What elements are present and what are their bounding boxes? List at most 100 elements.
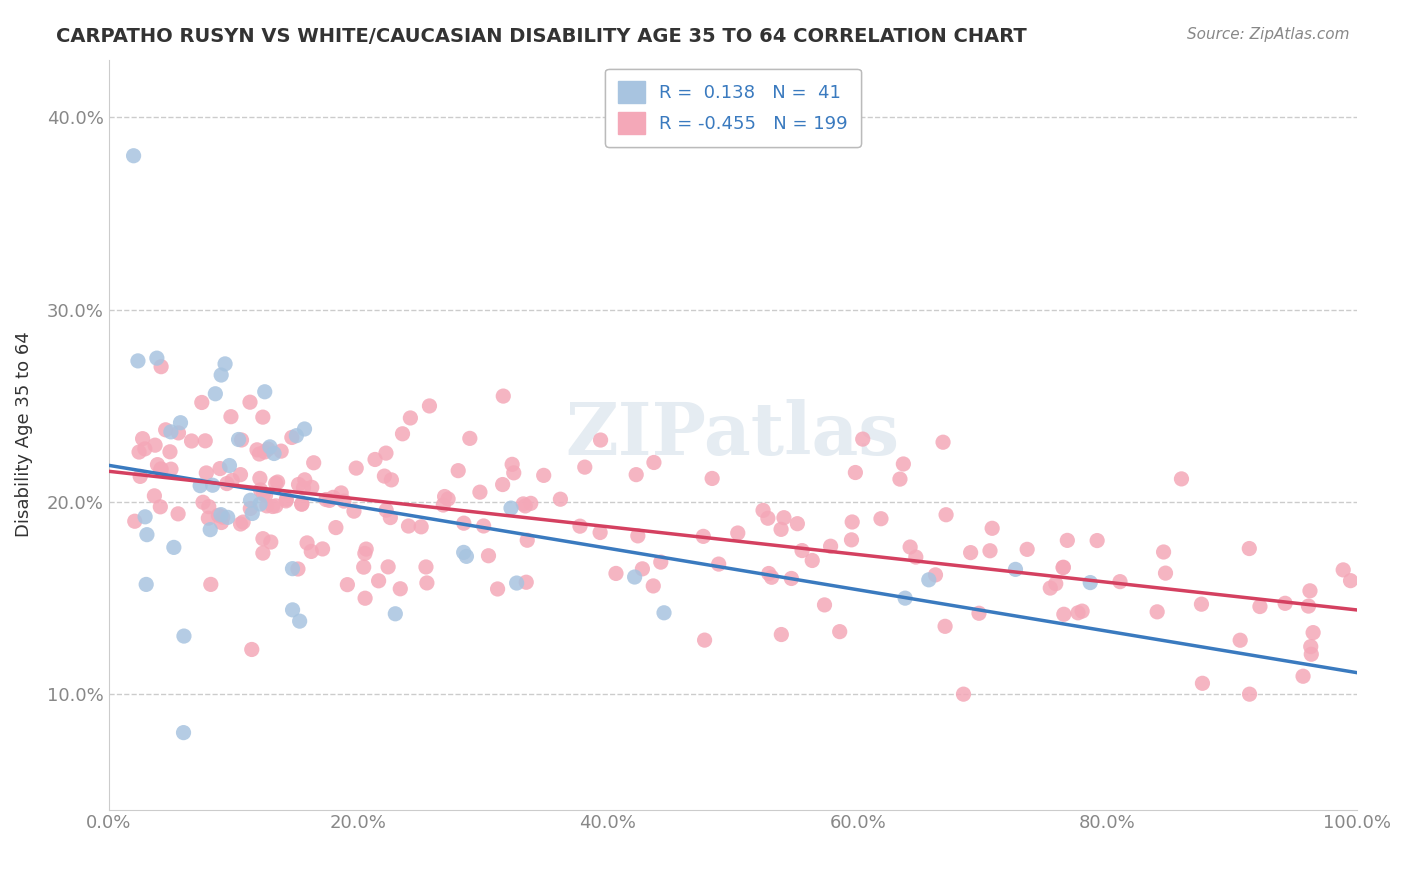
Point — [433, 490, 456, 504]
Point — [1078, 575, 1101, 590]
Point — [228, 433, 250, 447]
Point — [752, 503, 775, 517]
Point — [384, 607, 406, 621]
Point — [281, 430, 304, 444]
Point — [437, 491, 460, 506]
Point — [291, 497, 314, 511]
Point — [889, 472, 911, 486]
Point — [453, 516, 475, 531]
Point — [128, 445, 150, 459]
Point — [149, 463, 172, 477]
Point — [1340, 574, 1362, 588]
Point — [786, 516, 808, 531]
Point — [302, 456, 325, 470]
Point — [1299, 640, 1322, 654]
Point — [492, 389, 515, 403]
Point — [209, 368, 232, 382]
Point — [274, 494, 297, 508]
Point — [801, 553, 824, 567]
Point — [1052, 560, 1074, 574]
Point — [287, 477, 309, 491]
Point — [519, 496, 541, 510]
Point — [215, 476, 238, 491]
Point — [143, 489, 166, 503]
Point — [257, 442, 280, 456]
Point — [1146, 605, 1168, 619]
Text: Source: ZipAtlas.com: Source: ZipAtlas.com — [1187, 27, 1350, 42]
Point — [569, 519, 592, 533]
Point — [893, 457, 915, 471]
Point — [149, 500, 172, 514]
Point — [200, 577, 222, 591]
Point — [285, 428, 308, 442]
Point — [624, 467, 647, 482]
Point — [252, 532, 274, 546]
Point — [136, 527, 159, 541]
Point — [333, 494, 356, 508]
Point — [180, 434, 202, 448]
Point — [979, 543, 1001, 558]
Point — [418, 399, 440, 413]
Point — [652, 606, 675, 620]
Point — [1153, 545, 1175, 559]
Point — [411, 520, 433, 534]
Point — [311, 541, 333, 556]
Point — [501, 458, 523, 472]
Point — [780, 572, 803, 586]
Point — [1239, 541, 1261, 556]
Point — [512, 497, 534, 511]
Point — [163, 541, 186, 555]
Point — [218, 458, 240, 473]
Point — [1085, 533, 1108, 548]
Point — [574, 460, 596, 475]
Point — [1229, 633, 1251, 648]
Point — [375, 503, 398, 517]
Point — [167, 425, 190, 440]
Point — [533, 468, 555, 483]
Point — [315, 492, 337, 507]
Point — [281, 603, 304, 617]
Point — [693, 633, 716, 648]
Point — [239, 501, 262, 516]
Point — [627, 529, 650, 543]
Point — [294, 422, 316, 436]
Point — [1071, 604, 1094, 618]
Point — [259, 440, 281, 454]
Point — [773, 510, 796, 524]
Point — [415, 560, 437, 574]
Point — [820, 539, 842, 553]
Text: CARPATHO RUSYN VS WHITE/CAUCASIAN DISABILITY AGE 35 TO 64 CORRELATION CHART: CARPATHO RUSYN VS WHITE/CAUCASIAN DISABI… — [56, 27, 1026, 45]
Point — [477, 549, 499, 563]
Point — [219, 409, 242, 424]
Point — [247, 447, 270, 461]
Point — [134, 509, 156, 524]
Point — [354, 546, 377, 560]
Point — [301, 480, 323, 494]
Point — [343, 504, 366, 518]
Point — [146, 351, 169, 366]
Point — [790, 543, 813, 558]
Point — [231, 433, 253, 447]
Point — [354, 542, 377, 557]
Point — [631, 562, 654, 576]
Point — [134, 442, 156, 456]
Point — [191, 395, 214, 409]
Point — [756, 511, 779, 525]
Point — [502, 466, 524, 480]
Point — [894, 591, 917, 606]
Point — [1299, 583, 1322, 598]
Point — [160, 425, 183, 439]
Point — [1067, 606, 1090, 620]
Point — [1154, 566, 1177, 581]
Point — [367, 574, 389, 588]
Point — [124, 514, 146, 528]
Point — [486, 582, 509, 596]
Point — [432, 498, 454, 512]
Point — [499, 501, 522, 516]
Point — [924, 567, 946, 582]
Point — [391, 426, 413, 441]
Point — [959, 546, 981, 560]
Point — [692, 529, 714, 543]
Point — [758, 566, 780, 581]
Point — [1301, 647, 1323, 661]
